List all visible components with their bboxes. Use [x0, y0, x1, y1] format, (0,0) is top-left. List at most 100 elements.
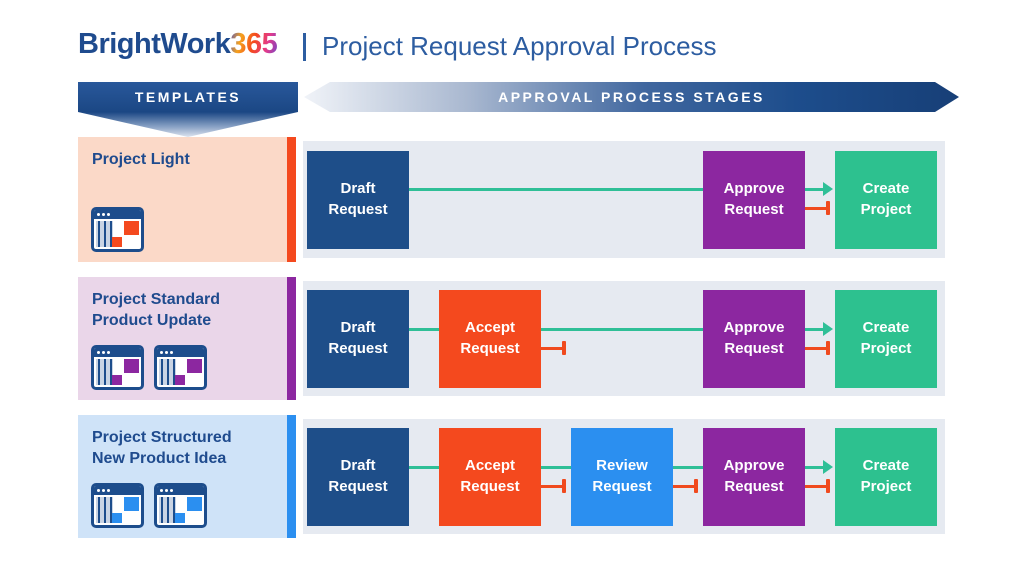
stage-panel: Draft Request Accept Request Review Requ… [303, 419, 945, 534]
flow-line [541, 466, 571, 469]
brand-logo: BrightWork365 [78, 28, 278, 61]
project-template-icon [154, 345, 207, 390]
template-label-panel: Project Light [78, 137, 287, 262]
equalizer-panel [159, 497, 176, 523]
chart-square-big [124, 497, 139, 511]
row-accent-strip [287, 415, 296, 538]
title-separator [303, 33, 306, 61]
approve-arrow [805, 322, 833, 336]
flow-line [409, 328, 439, 331]
project-template-icon [91, 345, 144, 390]
stage-approve-request: Approve Request [703, 289, 805, 388]
stop-bar-icon [562, 341, 566, 355]
reject-stop [805, 341, 830, 355]
project-template-icon [154, 483, 207, 528]
window-body [94, 219, 141, 249]
equalizer-panel [96, 221, 113, 247]
stage-label: Create Project [860, 457, 912, 495]
brand-suffix-365: 365 [230, 28, 278, 60]
window-titlebar [157, 348, 204, 357]
chart-square-big [187, 359, 202, 373]
flow-line [541, 328, 703, 331]
row-accent-strip [287, 137, 296, 262]
reject-stop [805, 201, 830, 215]
chart-square-small [112, 375, 122, 385]
stage-panel: Draft Request Accept Request Approve Req… [303, 281, 945, 396]
template-name: Project Standard Product Update [92, 291, 221, 329]
stage-label: Approve Request [723, 180, 785, 218]
approve-arrow [805, 460, 833, 474]
stage-label: Create Project [860, 319, 912, 357]
stage-accept-request: Accept Request [439, 289, 541, 388]
project-template-icon [91, 207, 144, 252]
equalizer-panel [96, 359, 113, 385]
window-titlebar [94, 486, 141, 495]
chart-square-big [124, 221, 139, 235]
stage-approve-request: Approve Request [703, 150, 805, 249]
process-row-project-light: Project Light Draft Request Approve R [78, 137, 945, 262]
chart-square-small [175, 375, 185, 385]
stop-bar-icon [826, 341, 830, 355]
reject-stop [541, 479, 566, 493]
chart-square-small [175, 513, 185, 523]
chart-square-big [124, 359, 139, 373]
template-label-panel: Project Structured New Product Idea [78, 415, 287, 538]
stage-label: Draft Request [328, 457, 388, 495]
approve-arrow [805, 182, 833, 196]
templates-pointer-icon [78, 112, 298, 137]
window-body [157, 357, 204, 387]
stage-panel: Draft Request Approve Request Create Pro… [303, 141, 945, 258]
stage-label: Approve Request [723, 457, 785, 495]
stage-label: Accept Request [460, 319, 520, 357]
reject-stop [673, 479, 698, 493]
template-name: Project Structured New Product Idea [92, 429, 232, 467]
stage-approve-request: Approve Request [703, 427, 805, 526]
window-body [94, 357, 141, 387]
stage-create-project: Create Project [835, 289, 937, 388]
stage-label: Accept Request [460, 457, 520, 495]
stage-label: Draft Request [328, 319, 388, 357]
stop-bar-icon [562, 479, 566, 493]
stage-draft-request: Draft Request [307, 150, 409, 249]
chart-square-small [112, 237, 122, 247]
stage-label: Draft Request [328, 180, 388, 218]
stop-bar-icon [826, 479, 830, 493]
stage-create-project: Create Project [835, 150, 937, 249]
window-body [157, 495, 204, 525]
equalizer-panel [96, 497, 113, 523]
stage-create-project: Create Project [835, 427, 937, 526]
window-titlebar [94, 348, 141, 357]
page-title: Project Request Approval Process [322, 31, 717, 61]
template-icons [91, 345, 207, 390]
flow-line [409, 466, 439, 469]
chart-square-big [187, 497, 202, 511]
window-titlebar [94, 210, 141, 219]
stage-label: Review Request [592, 457, 652, 495]
approval-stages-banner: APPROVAL PROCESS STAGES [304, 82, 959, 112]
stage-label: Create Project [860, 180, 912, 218]
process-row-project-standard: Project Standard Product Update [78, 277, 945, 400]
window-titlebar [157, 486, 204, 495]
project-template-icon [91, 483, 144, 528]
arrowhead-icon [823, 182, 833, 196]
flow-line [673, 466, 703, 469]
stop-bar-icon [826, 201, 830, 215]
flow-line [409, 188, 703, 191]
row-accent-strip [287, 277, 296, 400]
stage-label: Approve Request [723, 319, 785, 357]
stop-bar-icon [694, 479, 698, 493]
template-name: Project Light [92, 151, 190, 168]
window-body [94, 495, 141, 525]
arrowhead-icon [823, 460, 833, 474]
brand-name: BrightWork [78, 28, 231, 60]
stage-draft-request: Draft Request [307, 289, 409, 388]
chart-square-small [112, 513, 122, 523]
arrowhead-icon [823, 322, 833, 336]
templates-banner: TEMPLATES [78, 82, 298, 112]
equalizer-panel [159, 359, 176, 385]
template-icons [91, 207, 144, 252]
stage-draft-request: Draft Request [307, 427, 409, 526]
template-label-panel: Project Standard Product Update [78, 277, 287, 400]
template-icons [91, 483, 207, 528]
